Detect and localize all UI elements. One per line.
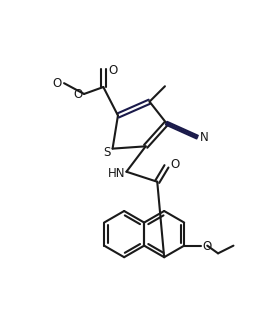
Text: O: O xyxy=(108,64,117,77)
Text: O: O xyxy=(170,158,180,171)
Text: N: N xyxy=(200,131,209,144)
Text: O: O xyxy=(73,88,83,101)
Text: O: O xyxy=(203,240,212,253)
Text: O: O xyxy=(52,77,62,90)
Text: S: S xyxy=(104,146,111,159)
Text: HN: HN xyxy=(107,167,125,180)
